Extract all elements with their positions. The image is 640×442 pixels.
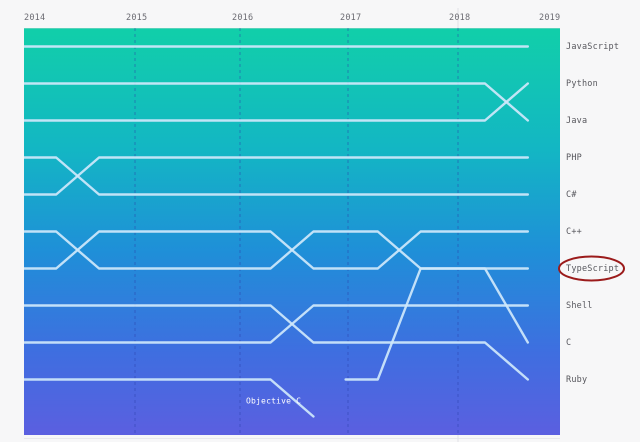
series-ruby bbox=[24, 304, 530, 381]
rank-label-ruby: Ruby bbox=[566, 375, 587, 385]
x-tick-2014: 2014 bbox=[24, 13, 45, 23]
x-tick-2019: 2019 bbox=[539, 13, 560, 23]
series-shell bbox=[24, 304, 530, 344]
rank-label-java: Java bbox=[566, 116, 587, 126]
series-lines bbox=[24, 45, 530, 418]
series-python bbox=[24, 82, 530, 122]
series-objective-c bbox=[24, 378, 315, 418]
x-tick-2016: 2016 bbox=[232, 13, 253, 23]
rank-label-shell: Shell bbox=[566, 301, 593, 311]
rank-labels: JavaScript Python Java PHP C# C++ TypeScript Sh… bbox=[566, 42, 619, 385]
x-tick-2015: 2015 bbox=[126, 13, 147, 23]
series-c- bbox=[24, 230, 530, 270]
series-php bbox=[24, 156, 530, 196]
rank-label-c-: C# bbox=[566, 190, 577, 200]
x-tick-2018: 2018 bbox=[449, 13, 470, 23]
series-c- bbox=[24, 156, 530, 196]
inline-annotations: Objective C bbox=[246, 397, 301, 406]
rank-label-typescript: TypeScript bbox=[566, 264, 619, 274]
rank-label-php: PHP bbox=[566, 153, 582, 163]
rank-label-c: C bbox=[566, 338, 571, 348]
rank-label-javascript: JavaScript bbox=[566, 42, 619, 52]
typescript-highlight-ellipse bbox=[558, 255, 625, 282]
series-c bbox=[24, 230, 530, 344]
series-java bbox=[24, 82, 530, 122]
inline-annotation-objective-c: Objective C bbox=[246, 397, 301, 406]
x-axis-tick-labels: 2014 2015 2016 2017 2018 2019 bbox=[24, 13, 560, 23]
rank-label-python: Python bbox=[566, 79, 598, 89]
gridlines bbox=[134, 28, 459, 435]
rank-label-c-: C++ bbox=[566, 227, 582, 237]
x-tick-2017: 2017 bbox=[340, 13, 361, 23]
